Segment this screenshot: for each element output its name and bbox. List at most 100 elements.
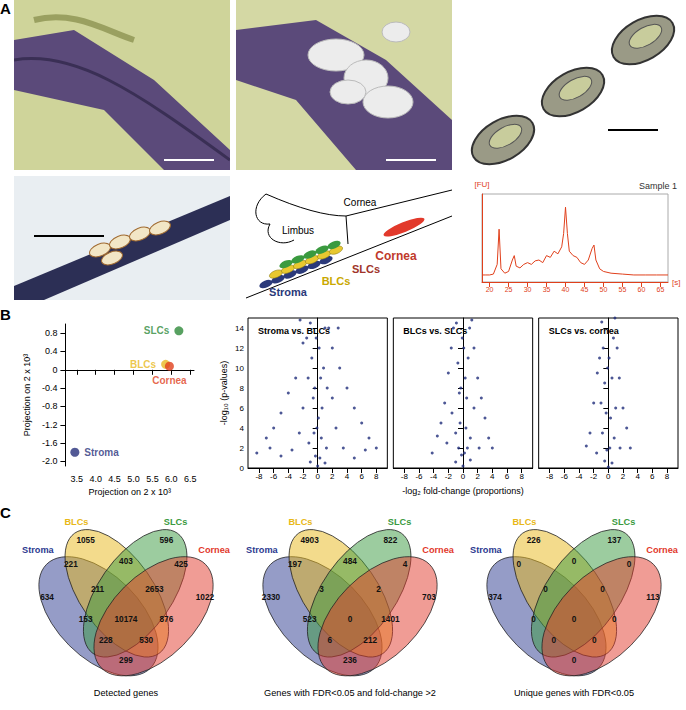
svg-text:45: 45 [581,286,589,293]
svg-text:530: 530 [139,636,153,645]
svg-text:0: 0 [600,585,605,594]
svg-text:Genes with FDR<0.05 and fold-c: Genes with FDR<0.05 and fold-change >2 [264,688,436,698]
svg-text:Cornea: Cornea [375,249,417,263]
svg-text:BLCs: BLCs [288,517,312,527]
svg-text:0: 0 [612,615,617,624]
svg-text:Stroma: Stroma [22,545,54,555]
svg-text:425: 425 [174,560,188,569]
svg-text:-4: -4 [575,472,583,481]
svg-text:374: 374 [488,593,502,602]
svg-text:10: 10 [235,364,244,373]
svg-text:Stroma: Stroma [84,447,119,458]
svg-text:-1.6: -1.6 [42,438,58,448]
svg-text:BLCs: BLCs [64,517,88,527]
svg-text:0.4: 0.4 [45,346,58,356]
svg-text:4: 4 [345,472,350,481]
svg-text:SLCs: SLCs [388,517,411,527]
svg-text:0.8: 0.8 [45,328,58,338]
svg-text:-2.0: -2.0 [42,456,58,466]
svg-text:Sample 1: Sample 1 [639,181,677,191]
svg-text:-8: -8 [546,472,554,481]
svg-text:55: 55 [619,286,627,293]
svg-text:30: 30 [524,286,532,293]
svg-text:0: 0 [572,557,577,566]
svg-text:6: 6 [359,472,364,481]
svg-text:221: 221 [64,560,78,569]
svg-text:-2: -2 [445,472,453,481]
svg-text:-log₁₀ (p-values): -log₁₀ (p-values) [219,361,229,425]
svg-text:35: 35 [543,286,551,293]
svg-text:523: 523 [303,615,317,624]
svg-text:5.5: 5.5 [146,474,159,484]
svg-text:-6: -6 [415,472,423,481]
svg-text:299: 299 [119,656,133,665]
svg-text:0: 0 [315,472,320,481]
svg-text:2: 2 [475,472,480,481]
svg-text:634: 634 [40,593,54,602]
svg-text:-8: -8 [401,472,409,481]
svg-text:65: 65 [657,286,665,293]
svg-text:212: 212 [363,636,377,645]
svg-text:4903: 4903 [300,536,319,545]
svg-text:153: 153 [79,615,93,624]
svg-text:484: 484 [343,557,357,566]
svg-text:10174: 10174 [115,615,138,624]
svg-text:25: 25 [505,286,513,293]
svg-text:Detected genes: Detected genes [94,688,159,698]
svg-text:0: 0 [606,472,611,481]
svg-text:Cornea: Cornea [422,545,454,555]
svg-text:4: 4 [635,472,640,481]
svg-text:596: 596 [160,536,174,545]
svg-text:703: 703 [422,593,436,602]
svg-text:Stroma: Stroma [269,286,308,298]
svg-text:8: 8 [519,472,524,481]
svg-text:0: 0 [52,365,57,375]
svg-text:0: 0 [572,656,577,665]
svg-text:Limbus: Limbus [282,225,314,236]
svg-text:BLCs: BLCs [130,359,157,370]
svg-text:SLCs: SLCs [612,517,635,527]
svg-text:6: 6 [328,636,333,645]
svg-text:0: 0 [348,615,353,624]
svg-text:5.0: 5.0 [127,474,140,484]
svg-text:6: 6 [505,472,510,481]
svg-text:[FU]: [FU] [474,180,489,189]
svg-text:2653: 2653 [145,585,164,594]
svg-text:0: 0 [572,615,577,624]
svg-text:SLCs: SLCs [164,517,187,527]
svg-text:60: 60 [638,286,646,293]
svg-text:50: 50 [600,286,608,293]
svg-text:0: 0 [592,636,597,645]
svg-text:0: 0 [517,560,522,569]
svg-text:0: 0 [552,636,557,645]
svg-text:-log₂ fold-change (proportions: -log₂ fold-change (proportions) [402,486,524,496]
svg-text:403: 403 [119,557,133,566]
svg-text:4.5: 4.5 [108,474,121,484]
svg-text:-2: -2 [590,472,598,481]
svg-text:Stroma: Stroma [470,545,502,555]
svg-text:4: 4 [403,560,408,569]
svg-text:3: 3 [319,585,324,594]
svg-text:8: 8 [665,472,670,481]
svg-text:Cornea: Cornea [198,545,230,555]
svg-text:SLCs vs. cornea: SLCs vs. cornea [549,326,620,336]
svg-text:[s]: [s] [672,278,680,287]
svg-text:0: 0 [543,585,548,594]
svg-text:0: 0 [531,615,536,624]
svg-text:2: 2 [240,444,245,453]
svg-text:-4: -4 [430,472,438,481]
svg-text:0: 0 [240,464,245,473]
svg-text:2: 2 [330,472,335,481]
svg-text:14: 14 [235,324,244,333]
svg-text:8: 8 [240,384,245,393]
svg-text:4: 4 [490,472,495,481]
svg-text:-8: -8 [255,472,263,481]
svg-text:1401: 1401 [381,615,400,624]
svg-text:0: 0 [461,472,466,481]
svg-text:Cornea: Cornea [344,197,377,208]
svg-text:Unique genes with FDR<0.05: Unique genes with FDR<0.05 [514,688,634,698]
svg-text:-1.2: -1.2 [42,420,58,430]
svg-text:2330: 2330 [262,593,281,602]
svg-text:236: 236 [343,656,357,665]
svg-text:-6: -6 [270,472,278,481]
